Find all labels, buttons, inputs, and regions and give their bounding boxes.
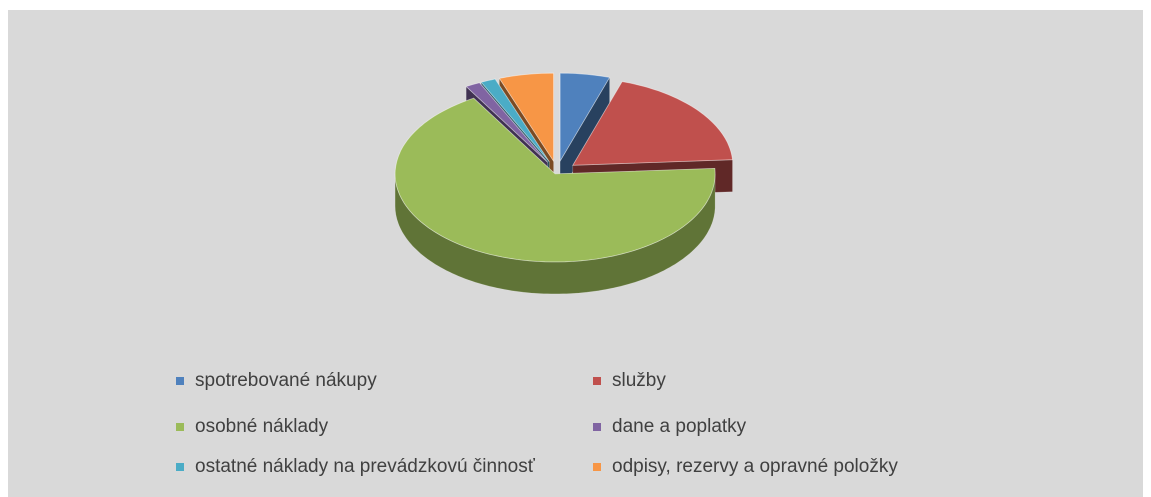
slice	[480, 78, 550, 163]
legend-marker	[593, 463, 601, 471]
slice	[465, 82, 548, 163]
legend-label: odpisy, rezervy a opravné položky	[612, 456, 898, 477]
legend-marker	[176, 377, 184, 385]
slice	[498, 72, 554, 163]
slice	[572, 81, 733, 166]
legend-marker	[593, 377, 601, 385]
legend-label: osobné náklady	[195, 416, 329, 437]
legend-label: spotrebované nákupy	[195, 370, 377, 391]
legend-marker	[176, 423, 184, 431]
slice	[559, 72, 611, 163]
legend-marker	[176, 463, 184, 471]
legend-label: ostatné náklady na prevádzkovú činnosť	[195, 456, 536, 477]
legend-label: dane a poplatky	[612, 416, 747, 437]
legend-marker	[593, 423, 601, 431]
slice	[394, 97, 716, 263]
legend-label: služby	[612, 370, 666, 391]
